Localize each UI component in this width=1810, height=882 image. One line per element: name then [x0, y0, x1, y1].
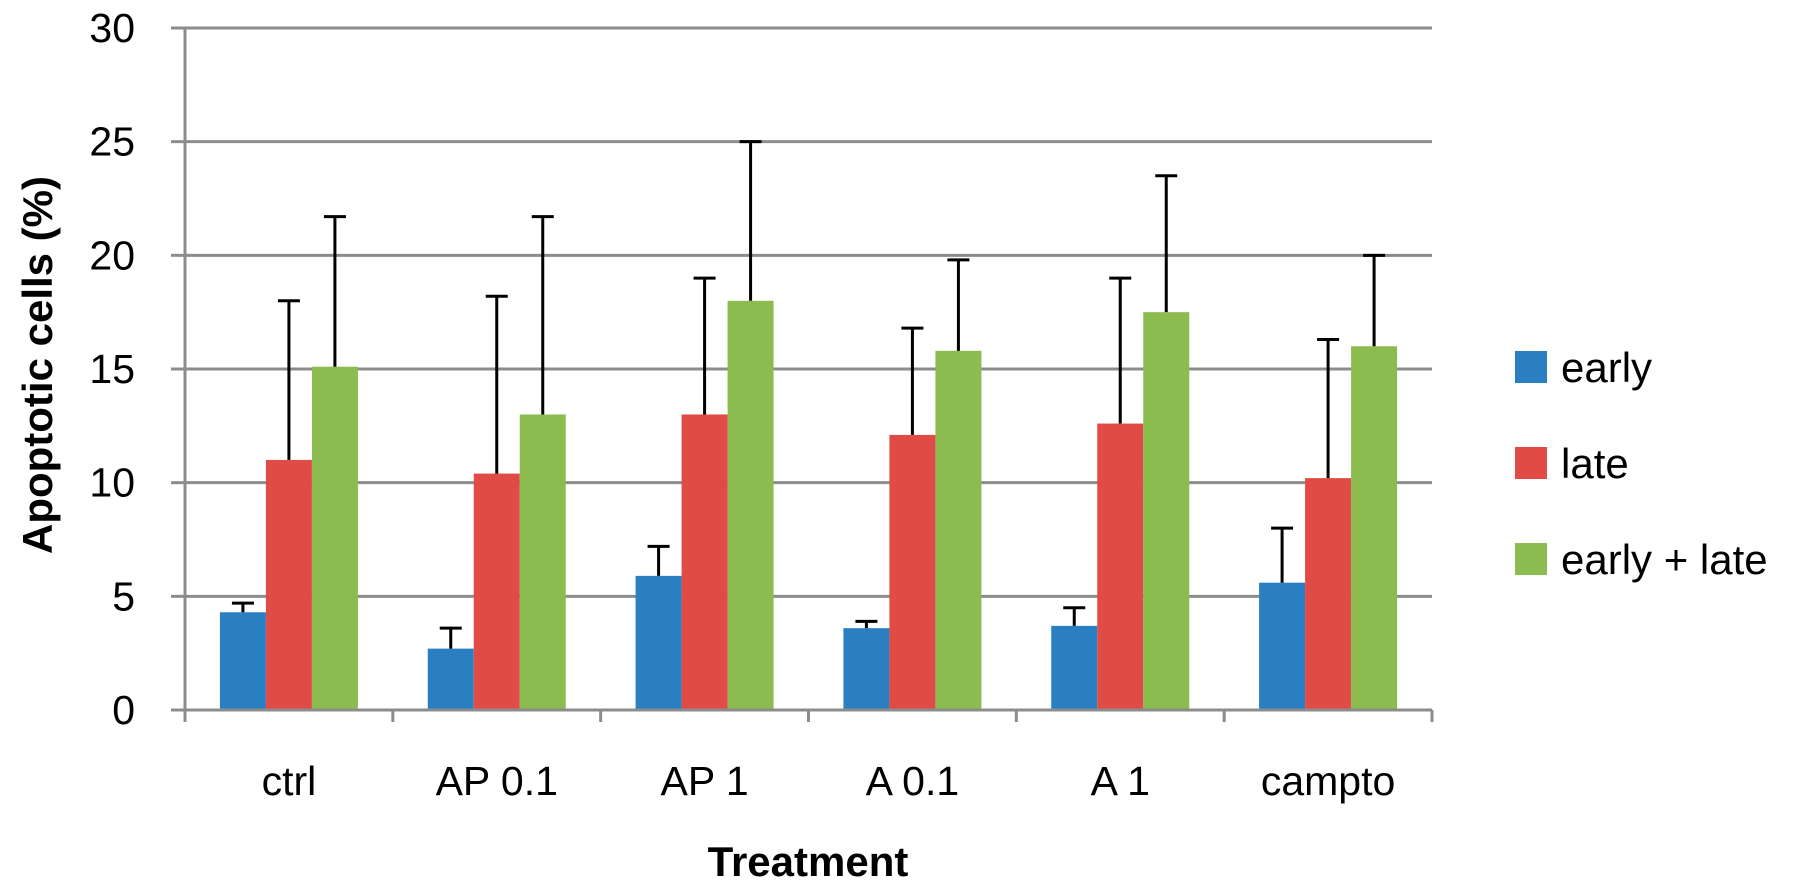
bar-5-0 [1259, 582, 1306, 710]
legend: early late early + late [1515, 344, 1768, 583]
bar-2-1 [681, 414, 728, 710]
legend-label: early [1561, 344, 1652, 391]
bars [219, 300, 1398, 710]
legend-label: early + late [1561, 536, 1768, 583]
x-tick-labels: ctrl AP 0.1 AP 1 A 0.1 A 1 campto [262, 758, 1396, 804]
x-tick-label: AP 1 [661, 758, 749, 804]
bar-3-0 [843, 628, 890, 710]
bar-2-2 [727, 300, 774, 710]
y-tick-labels: 0 5 10 15 20 25 30 [89, 5, 135, 733]
bar-4-2 [1143, 312, 1190, 710]
x-tick-label: AP 0.1 [436, 758, 558, 804]
x-tick-label: A 1 [1091, 758, 1150, 804]
y-tick-label: 25 [89, 119, 135, 165]
bar-0-0 [219, 612, 266, 710]
bar-2-0 [635, 575, 682, 710]
bar-5-2 [1351, 346, 1398, 710]
gridlines [185, 26, 1432, 598]
x-tick-label: A 0.1 [866, 758, 959, 804]
bar-4-0 [1051, 625, 1098, 710]
y-tick-label: 10 [89, 460, 135, 506]
bar-1-0 [427, 648, 474, 710]
x-tick-label: campto [1261, 758, 1395, 804]
error-bars [231, 140, 1386, 649]
x-tick-label: ctrl [262, 758, 317, 804]
bar-0-1 [265, 459, 312, 710]
legend-swatch [1515, 447, 1547, 479]
x-axis-title: Treatment [708, 838, 909, 882]
bar-1-1 [473, 473, 520, 710]
legend-swatch [1515, 543, 1547, 575]
bar-0-2 [311, 366, 358, 710]
legend-swatch [1515, 351, 1547, 383]
axes [171, 26, 1434, 722]
bar-4-1 [1097, 423, 1144, 710]
y-tick-label: 30 [89, 5, 135, 51]
bar-1-2 [519, 414, 566, 710]
bar-3-1 [889, 434, 936, 710]
y-tick-label: 15 [89, 346, 135, 392]
y-tick-label: 20 [89, 232, 135, 278]
y-tick-label: 0 [112, 687, 135, 733]
legend-label: late [1561, 440, 1629, 487]
bar-5-1 [1305, 478, 1352, 710]
y-axis-title: Apoptotic cells (%) [14, 176, 61, 554]
bar-3-2 [935, 350, 982, 710]
y-tick-label: 5 [112, 573, 135, 619]
